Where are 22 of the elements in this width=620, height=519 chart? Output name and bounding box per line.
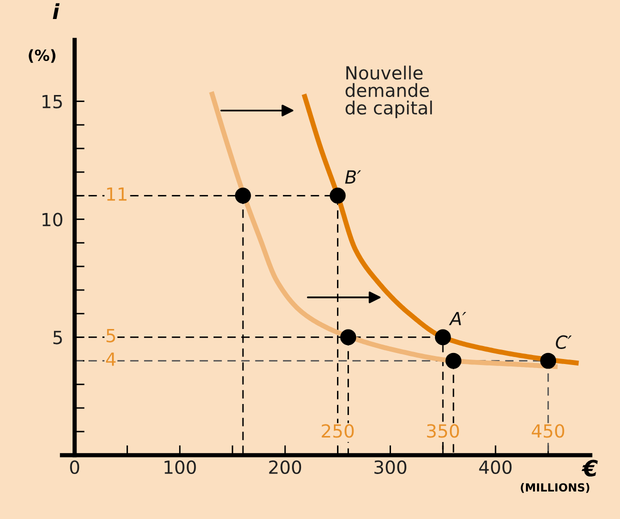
annotation: B′ bbox=[345, 170, 362, 184]
x-tick-label: 100 bbox=[164, 460, 196, 474]
y-axis-title: i bbox=[52, 3, 60, 20]
annotation: 5 bbox=[106, 329, 116, 342]
annotation: 450 bbox=[532, 424, 564, 438]
y-tick-label: 5 bbox=[53, 330, 62, 344]
annotation: 250 bbox=[322, 424, 354, 438]
text: (MILLIONS) bbox=[520, 483, 590, 493]
y-tick-label: 15 bbox=[42, 94, 62, 108]
x-tick-label: 300 bbox=[374, 460, 406, 474]
annotation: A′ bbox=[448, 312, 466, 326]
text: (%) bbox=[28, 49, 56, 63]
annotation: C′ bbox=[556, 335, 572, 349]
annotation: 350 bbox=[427, 424, 459, 438]
x-tick-label: 0 bbox=[70, 460, 80, 474]
x-axis-title: € bbox=[582, 460, 598, 477]
x-tick-label: 200 bbox=[269, 460, 302, 474]
annotation: 4 bbox=[106, 352, 116, 366]
annotation: 11 bbox=[107, 187, 126, 201]
y-tick-label: 10 bbox=[42, 212, 62, 226]
x-tick-label: 400 bbox=[479, 460, 512, 474]
annotation: Nouvelle demande de capital bbox=[346, 66, 432, 118]
